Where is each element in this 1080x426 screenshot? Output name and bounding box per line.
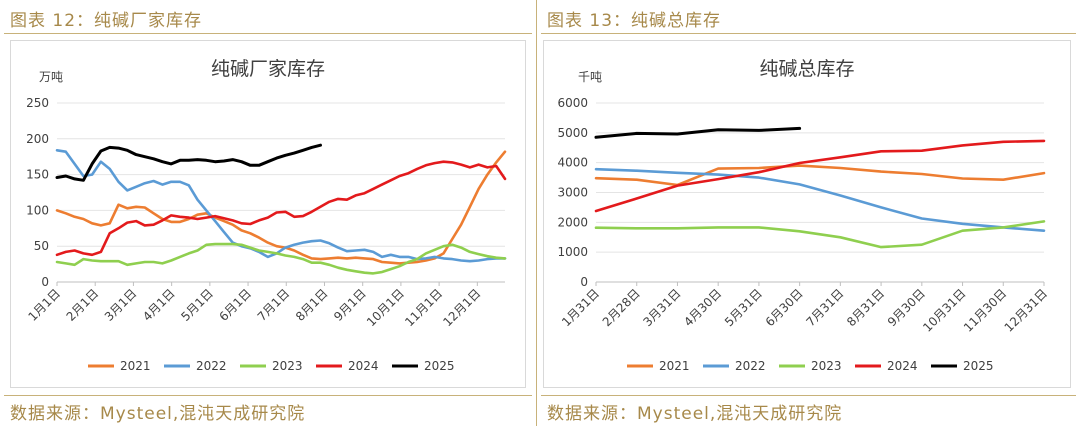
right-chart-frame: 纯碱总库存千吨 0 1000 2000 3000 4000 5000 6000 1月31日 2月2… bbox=[543, 40, 1071, 388]
left-source-rule bbox=[4, 395, 532, 396]
legend-label-2025: 2025 bbox=[963, 359, 994, 373]
legend-label-2024: 2024 bbox=[887, 359, 918, 373]
x-tick-label: 4月1日 bbox=[140, 286, 178, 324]
legend-label-2021: 2021 bbox=[659, 359, 690, 373]
y-tick-label: 6000 bbox=[557, 96, 588, 110]
series-line-2023 bbox=[594, 220, 1046, 249]
y-tick-label: 0 bbox=[580, 275, 588, 289]
legend-label-2023: 2023 bbox=[811, 359, 842, 373]
series-line-2024 bbox=[594, 139, 1046, 213]
y-tick-label: 1000 bbox=[557, 245, 588, 259]
series-line-2024 bbox=[55, 160, 507, 257]
y-tick-label: 3000 bbox=[557, 186, 588, 200]
series-line-2025 bbox=[594, 126, 802, 139]
x-tick-label: 6月30日 bbox=[763, 286, 806, 329]
x-tick-label: 7月1日 bbox=[255, 286, 293, 324]
x-tick-label: 6月1日 bbox=[217, 286, 255, 324]
y-axis-unit: 万吨 bbox=[39, 70, 63, 84]
y-tick-label: 100 bbox=[26, 203, 49, 217]
legend-label-2022: 2022 bbox=[735, 359, 766, 373]
right-panel-heading: 图表 13：纯碱总库存 bbox=[547, 11, 722, 31]
x-tick-label: 3月1日 bbox=[102, 286, 140, 324]
x-tick-label: 1月31日 bbox=[559, 286, 602, 329]
x-tick-label: 8月1日 bbox=[293, 286, 331, 324]
y-tick-label: 0 bbox=[41, 275, 49, 289]
series-line-2022 bbox=[55, 149, 507, 263]
y-tick-label: 4000 bbox=[557, 156, 588, 170]
chart-title: 纯碱厂家库存 bbox=[211, 58, 325, 80]
y-tick-label: 200 bbox=[26, 132, 49, 146]
y-tick-label: 250 bbox=[26, 96, 49, 110]
x-tick-label: 1月1日 bbox=[25, 286, 63, 324]
y-tick-label: 50 bbox=[34, 239, 49, 253]
right-panel: 图表 13：纯碱总库存 纯碱总库存千吨 0 1000 2000 3000 4000 5000… bbox=[536, 0, 1080, 426]
series-line-2021 bbox=[55, 150, 507, 265]
x-tick-label: 5月31日 bbox=[722, 286, 765, 329]
left-chart-frame: 纯碱厂家库存万吨 0 50 100 150 200 250 1月1日 2月1日 3月1日 4月1日 5… bbox=[10, 40, 526, 388]
right-heading-rule bbox=[541, 33, 1076, 34]
x-tick-label: 10月31日 bbox=[920, 286, 968, 334]
series-line-2025 bbox=[55, 143, 322, 182]
series-line-2022 bbox=[594, 167, 1046, 232]
x-tick-label: 2月1日 bbox=[64, 286, 102, 324]
x-tick-label: 12月31日 bbox=[1002, 286, 1050, 334]
legend-label-2022: 2022 bbox=[196, 359, 227, 373]
left-panel-heading: 图表 12：纯碱厂家库存 bbox=[10, 11, 203, 31]
legend-label-2023: 2023 bbox=[272, 359, 303, 373]
x-tick-label: 4月30日 bbox=[681, 286, 724, 329]
y-tick-label: 2000 bbox=[557, 215, 588, 229]
left-panel: 图表 12：纯碱厂家库存 纯碱厂家库存万吨 0 50 100 150 200 250 1月1日… bbox=[0, 0, 536, 426]
y-tick-label: 150 bbox=[26, 168, 49, 182]
legend-label-2025: 2025 bbox=[424, 359, 455, 373]
legend-label-2024: 2024 bbox=[348, 359, 379, 373]
x-tick-label: 11月30日 bbox=[961, 286, 1009, 334]
x-tick-label: 7月31日 bbox=[803, 286, 846, 329]
y-axis-unit: 千吨 bbox=[578, 70, 602, 84]
right-source-note: 数据来源：Mysteel,混沌天成研究院 bbox=[547, 404, 843, 424]
x-tick-label: 3月31日 bbox=[641, 286, 684, 329]
x-tick-label: 2月28日 bbox=[600, 286, 643, 329]
x-tick-label: 10月1日 bbox=[364, 286, 407, 329]
x-tick-label: 8月31日 bbox=[844, 286, 887, 329]
y-tick-label: 5000 bbox=[557, 126, 588, 140]
legend-label-2021: 2021 bbox=[120, 359, 151, 373]
x-tick-label: 11月1日 bbox=[402, 286, 445, 329]
right-source-rule bbox=[541, 395, 1076, 396]
left-heading-rule bbox=[4, 33, 532, 34]
x-tick-label: 9月1日 bbox=[331, 286, 369, 324]
left-source-note: 数据来源：Mysteel,混沌天成研究院 bbox=[10, 404, 306, 424]
x-tick-label: 12月1日 bbox=[440, 286, 483, 329]
chart-title: 纯碱总库存 bbox=[759, 58, 854, 80]
x-tick-label: 5月1日 bbox=[178, 286, 216, 324]
series-line-2023 bbox=[55, 242, 507, 275]
series-line-2021 bbox=[594, 164, 1046, 187]
